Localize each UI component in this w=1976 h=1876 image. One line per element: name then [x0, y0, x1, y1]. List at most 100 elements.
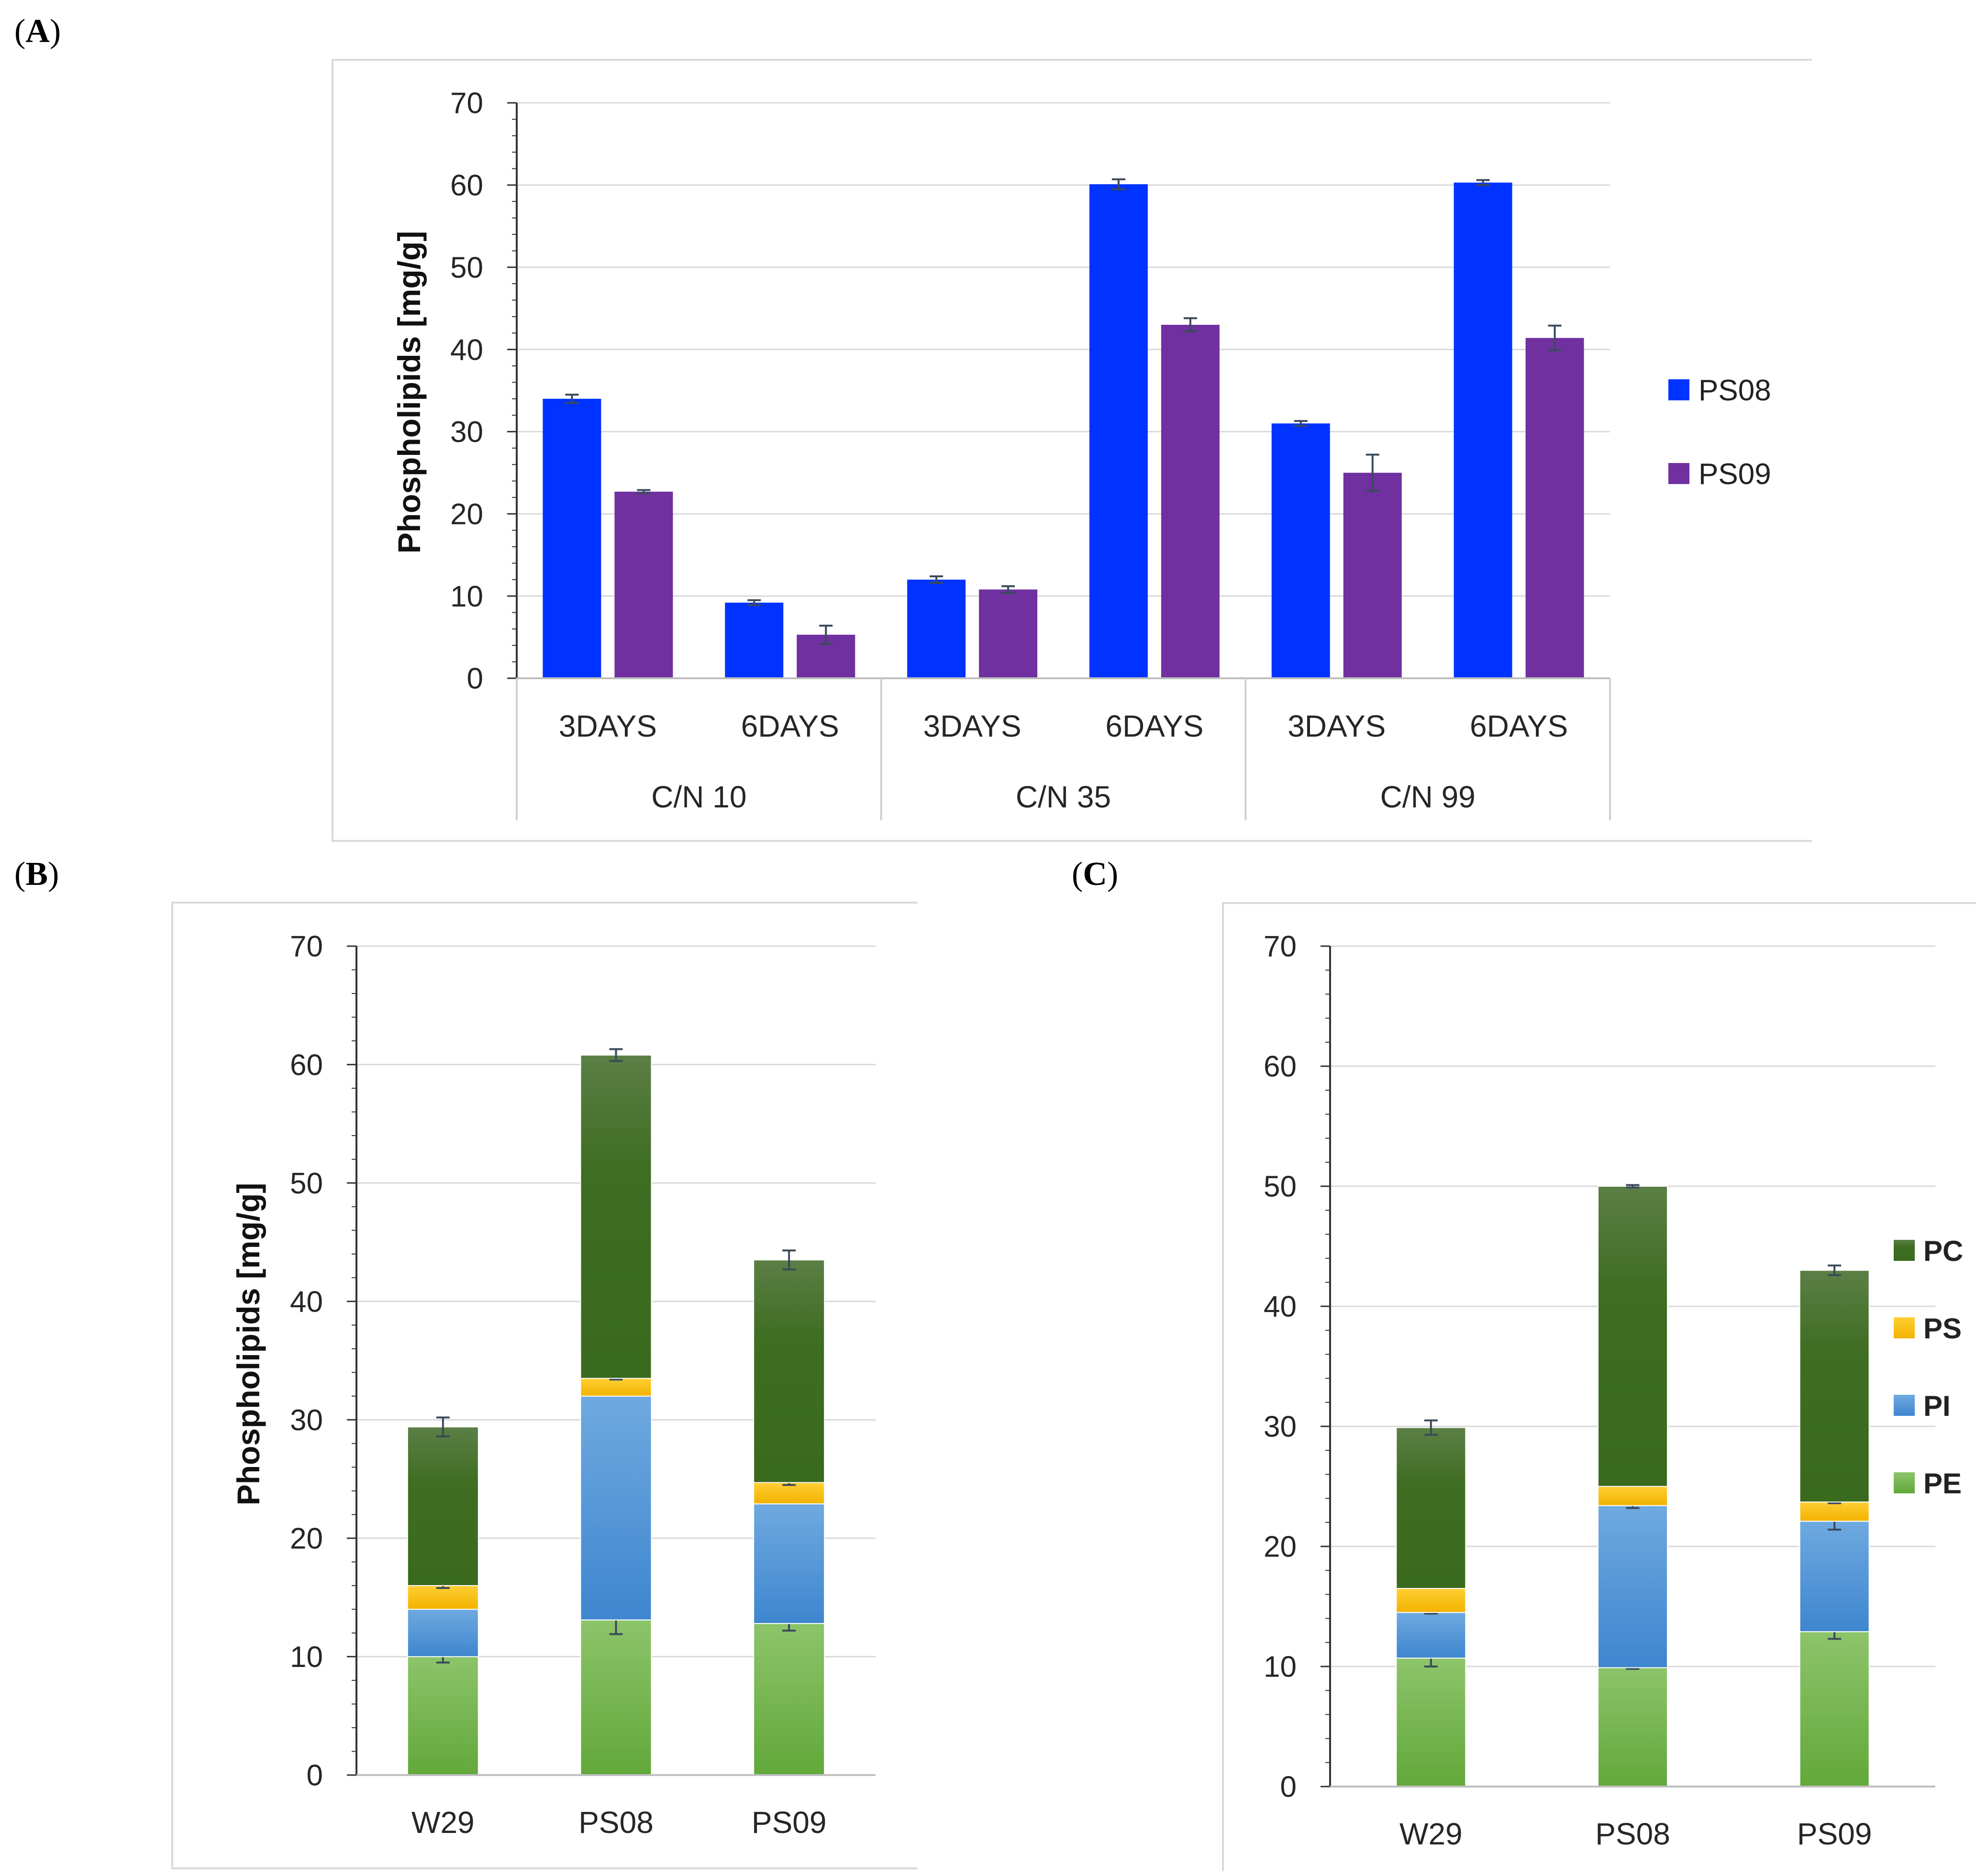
- legend-label-pi: PI: [1923, 1390, 1951, 1422]
- bar-segment-ps-ps08: [580, 1378, 652, 1397]
- panel-label-a: (A): [14, 13, 61, 50]
- bar-segment-ps-ps09: [753, 1482, 825, 1505]
- chart-b-ylabel: Phospholipids [mg/g]: [231, 1183, 266, 1506]
- bar-segment-pc-ps09: [753, 1259, 825, 1483]
- chart-a-ytick-label: 0: [467, 662, 483, 695]
- chart-c-ytick-label: 20: [1264, 1531, 1297, 1564]
- bar-ps08-3: [1089, 184, 1148, 679]
- bar-segment-pc-ps08: [1598, 1186, 1668, 1487]
- bar-segment-pi-ps08: [1598, 1505, 1668, 1668]
- errorbar-ps08-0: [565, 394, 579, 404]
- bar-segment-pi-ps09: [753, 1503, 825, 1624]
- errorbar-ps08-4: [1294, 420, 1308, 427]
- errorbar-ps09-2: [1001, 585, 1015, 594]
- errorbar-pc-ps09: [1828, 1264, 1842, 1276]
- chart-c-ytick-label: 50: [1264, 1170, 1297, 1203]
- chart-c-ytick-label: 40: [1264, 1291, 1297, 1324]
- x-category-label: PS09: [752, 1805, 827, 1840]
- chart-a-ylabel: Phospholipids [mg/g]: [391, 231, 427, 554]
- bar-segment-ps-ps08: [1598, 1486, 1668, 1506]
- chart-a-ytick-label: 50: [450, 251, 483, 284]
- x-category-label: 3DAYS: [559, 709, 657, 743]
- legend-swatch-pc: [1894, 1240, 1915, 1261]
- panel-label-b: (B): [14, 856, 59, 893]
- chart-b-ytick-label: 20: [290, 1523, 323, 1556]
- bar-segment-pc-ps08: [580, 1054, 652, 1379]
- bar-segment-ps-ps09: [1799, 1501, 1870, 1522]
- x-category-label: PS08: [578, 1805, 654, 1840]
- errorbar-pc-w29: [1424, 1419, 1438, 1436]
- chart-a-ytick-label: 40: [450, 333, 483, 366]
- bar-segment-pc-w29: [1396, 1427, 1466, 1589]
- errorbar-ps08-3: [1111, 178, 1125, 190]
- errorbar-ps09-3: [1183, 317, 1197, 332]
- errorbar-ps08-5: [1476, 179, 1490, 186]
- legend-label-pe: PE: [1923, 1468, 1962, 1500]
- errorbar-ps08-1: [747, 599, 761, 607]
- bar-segment-pc-w29: [407, 1426, 479, 1586]
- errorbar-ps09-1: [819, 625, 833, 645]
- bar-ps09-0: [614, 491, 673, 678]
- x-category-label: 6DAYS: [1470, 709, 1568, 743]
- errorbar-pc-ps08: [1626, 1184, 1640, 1189]
- bar-segment-pi-ps09: [1799, 1521, 1870, 1633]
- bar-segment-pe-ps08: [1598, 1667, 1668, 1788]
- x-category-label: W29: [411, 1805, 475, 1840]
- chart-b-frame: [171, 902, 918, 1869]
- legend-swatch-ps09: [1668, 463, 1689, 484]
- errorbar-ps09-0: [637, 489, 651, 495]
- x-category-label: 3DAYS: [1288, 709, 1386, 743]
- chart-c-ytick-label: 60: [1264, 1050, 1297, 1083]
- chart-b: 0 10 20 30 40 50 60 70 W29 PS08 PS09 Phospholipids…: [171, 902, 918, 1869]
- bar-ps09-5: [1525, 338, 1584, 678]
- x-category-label: 3DAYS: [923, 709, 1021, 743]
- chart-c-ytick-label: 70: [1264, 930, 1297, 963]
- chart-a-ytick-label: 20: [450, 498, 483, 531]
- bar-segment-pi-w29: [407, 1609, 479, 1657]
- chart-a-ytick-label: 30: [450, 416, 483, 449]
- chart-a-ytick-label: 60: [450, 169, 483, 202]
- chart-a-ytick-label: 70: [450, 87, 483, 120]
- chart-b-ytick-label: 0: [307, 1759, 323, 1792]
- chart-a-frame: [332, 59, 1812, 842]
- legend-swatch-pe: [1894, 1472, 1915, 1493]
- chart-b-ytick-label: 40: [290, 1285, 323, 1318]
- legend-swatch-ps08: [1668, 379, 1689, 400]
- bar-segment-pe-ps08: [580, 1619, 652, 1776]
- chart-c-ytick-label: 30: [1264, 1411, 1297, 1444]
- bar-segment-pi-w29: [1396, 1612, 1466, 1659]
- bar-ps08-2: [907, 579, 966, 678]
- bar-segment-pe-w29: [407, 1656, 479, 1776]
- errorbar-ps08-2: [930, 575, 944, 584]
- chart-b-ytick-label: 70: [290, 930, 323, 963]
- legend-label-ps: PS: [1923, 1313, 1962, 1345]
- legend-label-ps08: PS08: [1698, 374, 1771, 407]
- panel-label-c: (C): [1072, 856, 1118, 893]
- legend-label-pc: PC: [1923, 1235, 1963, 1267]
- bar-ps09-4: [1343, 473, 1402, 678]
- x-group-label: C/N 10: [651, 780, 746, 814]
- bar-segment-pe-w29: [1396, 1657, 1466, 1787]
- x-group-label: C/N 99: [1380, 780, 1476, 814]
- errorbar-pc-ps09: [782, 1249, 796, 1270]
- bar-segment-ps-w29: [1396, 1588, 1466, 1613]
- legend-swatch-pi: [1894, 1395, 1915, 1416]
- chart-a-ytick-label: 10: [450, 580, 483, 613]
- x-category-label: 6DAYS: [741, 709, 839, 743]
- chart-c-ytick-label: 10: [1264, 1651, 1297, 1684]
- x-category-label: 6DAYS: [1105, 709, 1203, 743]
- chart-b-ytick-label: 30: [290, 1404, 323, 1437]
- x-category-label: PS09: [1797, 1817, 1872, 1851]
- bar-segment-ps-w29: [407, 1585, 479, 1610]
- bar-ps09-2: [979, 589, 1038, 678]
- bar-ps08-5: [1454, 182, 1512, 678]
- bar-segment-pc-ps09: [1799, 1269, 1870, 1503]
- errorbar-pc-ps08: [609, 1048, 623, 1062]
- bar-segment-pi-ps08: [580, 1395, 652, 1621]
- legend-swatch-ps: [1894, 1317, 1915, 1338]
- chart-b-ytick-label: 60: [290, 1048, 323, 1081]
- chart-b-ytick-label: 50: [290, 1167, 323, 1200]
- legend-label-ps09: PS09: [1698, 458, 1771, 491]
- x-group-label: C/N 35: [1016, 780, 1111, 814]
- errorbar-pc-w29: [436, 1416, 450, 1437]
